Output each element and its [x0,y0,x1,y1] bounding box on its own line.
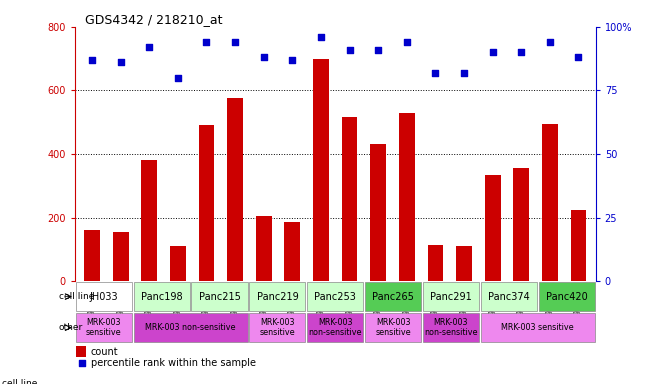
Text: MRK-003
sensitive: MRK-003 sensitive [376,318,411,338]
Bar [399,113,415,281]
Text: Panc215: Panc215 [199,291,240,301]
Text: MRK-003 non-sensitive: MRK-003 non-sensitive [145,323,236,332]
Point [516,49,527,55]
Point [287,57,298,63]
Bar [370,144,386,281]
Bar [199,126,214,281]
Point [373,47,383,53]
Text: cell line: cell line [2,379,37,384]
Bar [485,175,501,281]
Bar [365,282,421,311]
Bar [133,313,247,342]
Bar [76,282,132,311]
Text: MRK-003 sensitive: MRK-003 sensitive [501,323,574,332]
Text: Panc219: Panc219 [256,291,298,301]
Point [144,44,154,50]
Bar [456,246,472,281]
Bar [249,282,305,311]
Text: Panc374: Panc374 [488,291,530,301]
Point [115,60,126,66]
Bar [423,313,479,342]
Text: count: count [90,347,118,357]
Text: Panc265: Panc265 [372,291,414,301]
Text: JH033: JH033 [89,291,118,301]
Bar [76,346,87,357]
Point [488,49,498,55]
Bar [84,230,100,281]
Point [87,57,97,63]
Text: MRK-003
sensitive: MRK-003 sensitive [86,318,122,338]
Text: GDS4342 / 218210_at: GDS4342 / 218210_at [85,13,223,26]
Point [344,47,355,53]
Point [76,360,87,366]
Point [258,54,269,60]
Bar [542,124,558,281]
Point [173,74,183,81]
Text: other: other [59,323,83,332]
Text: cell line: cell line [59,292,94,301]
Text: MRK-003
non-sensitive: MRK-003 non-sensitive [309,318,362,338]
Bar [313,59,329,281]
Point [545,39,555,45]
Bar [113,232,128,281]
Bar [342,118,357,281]
Text: MRK-003
non-sensitive: MRK-003 non-sensitive [424,318,478,338]
Bar [481,282,537,311]
Point [402,39,412,45]
Point [230,39,240,45]
Text: Panc291: Panc291 [430,291,472,301]
Bar [307,313,363,342]
Bar [256,216,271,281]
Bar [514,168,529,281]
Text: Panc198: Panc198 [141,291,182,301]
Point [574,54,584,60]
Bar [428,245,443,281]
Point [316,34,326,40]
Bar [423,282,479,311]
Bar [284,222,300,281]
Bar [307,282,363,311]
Bar [227,98,243,281]
Bar [191,282,247,311]
Bar [538,282,595,311]
Text: Panc253: Panc253 [314,291,356,301]
Point [201,39,212,45]
Text: Panc420: Panc420 [546,291,588,301]
Point [430,70,441,76]
Bar [481,313,595,342]
Bar [141,161,157,281]
Text: MRK-003
sensitive: MRK-003 sensitive [260,318,295,338]
Bar [76,313,132,342]
Bar [365,313,421,342]
Text: percentile rank within the sample: percentile rank within the sample [90,358,256,368]
Bar [133,282,189,311]
Point [459,70,469,76]
Bar [249,313,305,342]
Bar [170,246,186,281]
Bar [571,210,587,281]
